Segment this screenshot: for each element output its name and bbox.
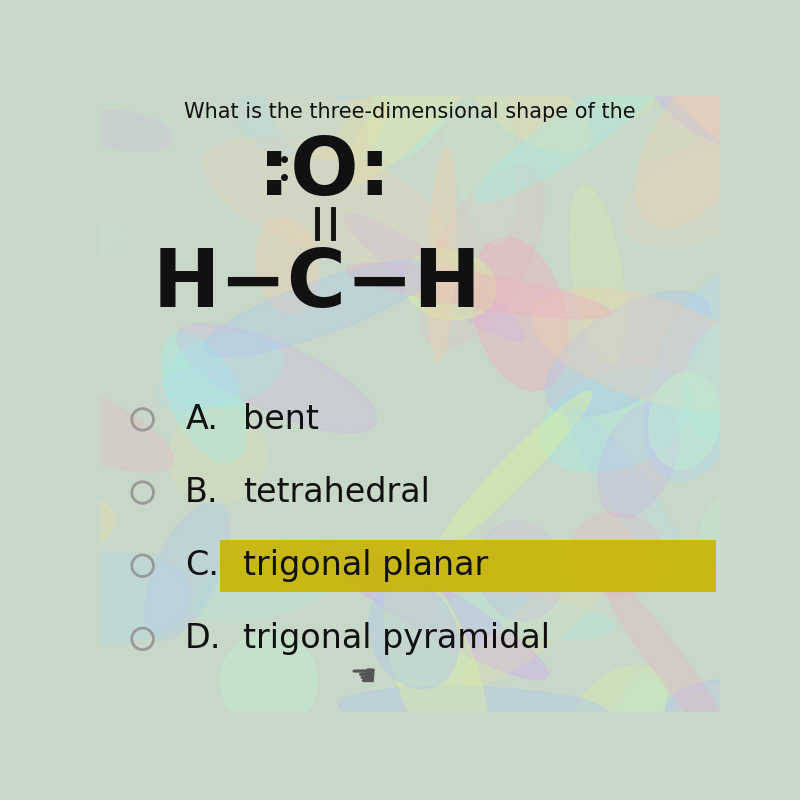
Ellipse shape: [429, 146, 456, 362]
Ellipse shape: [256, 218, 319, 314]
Ellipse shape: [646, 270, 770, 482]
Ellipse shape: [0, 370, 173, 472]
Ellipse shape: [345, 214, 524, 340]
Ellipse shape: [438, 391, 592, 549]
Ellipse shape: [318, 540, 548, 680]
Text: H−C−H: H−C−H: [153, 246, 482, 324]
Ellipse shape: [437, 596, 613, 638]
Ellipse shape: [234, 42, 347, 155]
Ellipse shape: [567, 407, 698, 590]
Ellipse shape: [420, 166, 544, 348]
Text: trigonal pyramidal: trigonal pyramidal: [243, 622, 550, 655]
Text: tetrahedral: tetrahedral: [243, 476, 430, 509]
Ellipse shape: [683, 326, 748, 440]
Ellipse shape: [221, 634, 318, 729]
Ellipse shape: [165, 334, 282, 406]
Ellipse shape: [477, 521, 563, 621]
Text: trigonal planar: trigonal planar: [243, 549, 489, 582]
Ellipse shape: [20, 222, 136, 269]
Ellipse shape: [346, 263, 611, 318]
Ellipse shape: [177, 324, 376, 433]
Ellipse shape: [574, 666, 666, 751]
Ellipse shape: [368, 54, 454, 161]
Text: C.: C.: [186, 549, 219, 582]
Text: ☚: ☚: [350, 663, 377, 692]
Ellipse shape: [610, 670, 668, 750]
Ellipse shape: [476, 63, 672, 202]
Ellipse shape: [157, 366, 239, 410]
Ellipse shape: [636, 73, 754, 227]
Ellipse shape: [570, 512, 663, 597]
Ellipse shape: [369, 581, 458, 689]
Ellipse shape: [162, 333, 246, 462]
Ellipse shape: [631, 0, 790, 149]
Ellipse shape: [204, 138, 446, 263]
Ellipse shape: [470, 62, 590, 152]
Ellipse shape: [338, 686, 608, 733]
Ellipse shape: [169, 408, 266, 504]
Text: A.: A.: [186, 403, 218, 436]
Ellipse shape: [603, 576, 731, 747]
Ellipse shape: [194, 538, 362, 622]
Ellipse shape: [666, 680, 800, 759]
Ellipse shape: [343, 0, 519, 185]
Text: :O:: :O:: [258, 134, 391, 212]
Ellipse shape: [570, 186, 625, 365]
Ellipse shape: [438, 0, 516, 243]
Text: What is the three-dimensional shape of the: What is the three-dimensional shape of t…: [184, 102, 636, 122]
Ellipse shape: [19, 497, 115, 553]
Ellipse shape: [593, 60, 657, 117]
Ellipse shape: [269, 46, 386, 160]
Text: D.: D.: [186, 622, 222, 655]
Ellipse shape: [624, 141, 767, 248]
Ellipse shape: [145, 502, 230, 641]
Text: bent: bent: [243, 403, 319, 436]
Ellipse shape: [306, 18, 395, 99]
Ellipse shape: [38, 553, 191, 643]
Ellipse shape: [649, 373, 720, 469]
Ellipse shape: [404, 250, 496, 320]
Ellipse shape: [533, 289, 771, 410]
Ellipse shape: [628, 649, 800, 776]
Ellipse shape: [471, 238, 568, 390]
Ellipse shape: [656, 67, 790, 174]
Ellipse shape: [80, 110, 172, 151]
Ellipse shape: [462, 561, 616, 686]
Ellipse shape: [701, 495, 754, 566]
FancyBboxPatch shape: [220, 539, 716, 592]
Ellipse shape: [546, 291, 711, 417]
Ellipse shape: [541, 367, 693, 472]
Text: B.: B.: [186, 476, 219, 509]
Ellipse shape: [204, 259, 436, 357]
Ellipse shape: [598, 402, 679, 518]
Ellipse shape: [385, 564, 490, 786]
Ellipse shape: [49, 270, 84, 427]
